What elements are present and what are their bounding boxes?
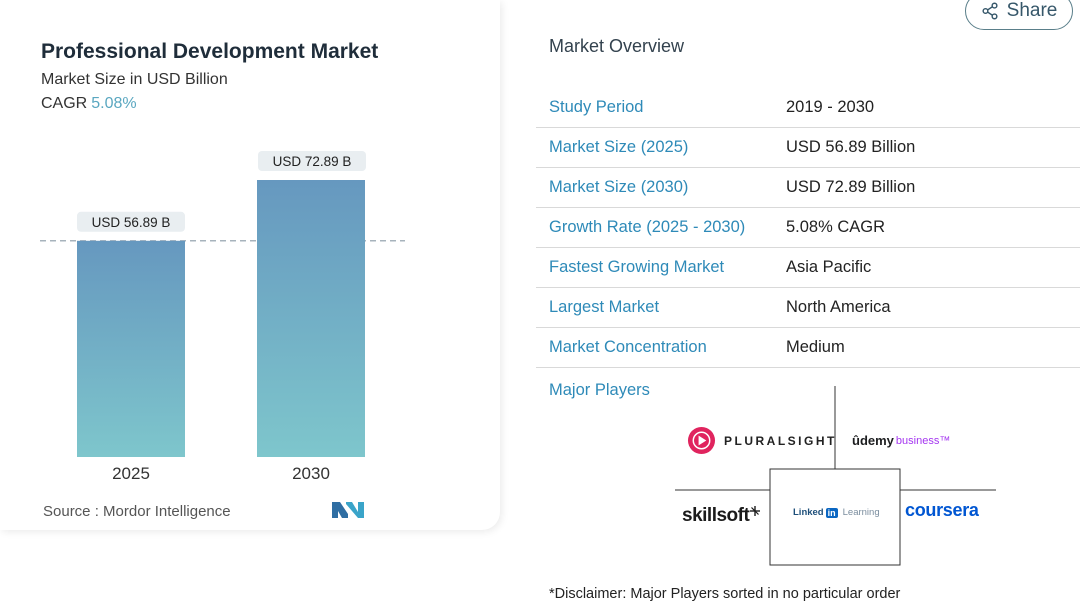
source-name: Mordor Intelligence [103,503,231,520]
data-label-bg [77,211,185,232]
linkedin-text: Linked [793,507,824,518]
share-button[interactable]: Share [965,0,1073,30]
pluralsight-logo: PLURALSIGHT [687,426,837,455]
skillsoft-text: skillsoft [682,505,750,526]
overview-row: Growth Rate (2025 - 2030) 5.08% CAGR [536,208,1080,248]
x-tick-label: 2025 [112,464,150,483]
cagr-value: 5.08% [91,95,137,112]
overview-value: USD 56.89 Billion [786,138,916,156]
overview-table: Study Period 2019 - 2030 Market Size (2025… [536,88,1080,368]
overview-row: Market Size (2025) USD 56.89 Billion [536,128,1080,168]
overview-row: Largest Market North America [536,288,1080,328]
overview-value: 2019 - 2030 [786,98,875,116]
overview-row: Study Period 2019 - 2030 [536,88,1080,128]
coursera-text: coursera [905,500,979,520]
chart-card: Professional Development Market Market S… [0,0,500,530]
overview-title: Market Overview [549,36,685,56]
linkedin-learning-logo: Linked in Learning [793,507,880,518]
coursera-logo: coursera [905,500,979,521]
bar-2025 [77,240,185,457]
overview-row: Market Size (2030) USD 72.89 Billion [536,168,1080,208]
bar-chart: USD 56.89 B 2025 USD 72.89 B 2030 [40,151,405,483]
share-label: Share [1006,0,1058,21]
linkedin-in-badge: in [825,507,838,518]
data-label: USD 56.89 B [92,215,171,230]
overview-key: Study Period [549,98,644,116]
overview-row: Market Concentration Medium [536,328,1080,368]
bar-2030 [257,180,365,457]
overview-value: USD 72.89 Billion [786,178,916,196]
overview-key: Market Size (2030) [549,178,689,196]
mordor-logo-icon [332,502,364,518]
overview-key: Growth Rate (2025 - 2030) [549,218,746,236]
pluralsight-text: PLURALSIGHT [724,433,837,448]
udemy-text: ûdemy [852,433,894,448]
overview-key: Market Concentration [549,338,707,356]
pluralsight-play-icon [687,426,716,455]
overview-value: Medium [786,338,845,356]
disclaimer-text: *Disclaimer: Major Players sorted in no … [549,586,901,602]
overview-row: Fastest Growing Market Asia Pacific [536,248,1080,288]
share-icon [982,2,998,20]
source-label: Source : [43,503,99,520]
chart-title: Professional Development Market [41,40,379,63]
overview-value: North America [786,298,891,316]
data-label-bg [258,151,366,171]
overview-key: Largest Market [549,298,660,316]
overview-key: Market Size (2025) [549,138,689,156]
cagr-label: CAGR [41,95,88,112]
udemy-business-text: business™ [895,434,951,447]
skillsoft-logo: skillsoft [682,505,761,527]
overview-value: 5.08% CAGR [786,218,886,236]
skillsoft-spark-icon [750,506,761,516]
overview-value: Asia Pacific [786,258,872,276]
learning-text: Learning [842,507,880,518]
chart-subtitle: Market Size in USD Billion [41,71,228,88]
data-label: USD 72.89 B [273,154,352,169]
overview-key: Fastest Growing Market [549,258,725,276]
udemy-business-logo: ûdemy business™ [852,433,950,448]
x-tick-label: 2030 [292,464,330,483]
cagr-row: CAGR 5.08% [41,95,137,113]
major-players-title: Major Players [549,381,650,399]
source-credit: Source : Mordor Intelligence [43,503,231,520]
